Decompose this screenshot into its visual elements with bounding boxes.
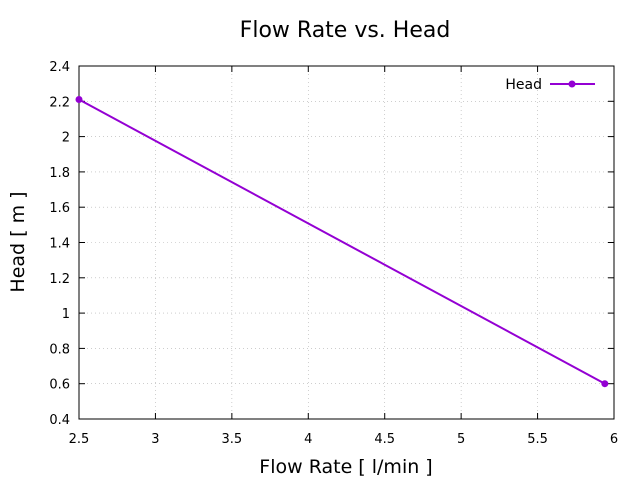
x-axis-label: Flow Rate [ l/min ] — [259, 456, 432, 478]
x-tick-label: 3 — [151, 432, 159, 447]
x-tick-label: 3.5 — [222, 432, 243, 447]
y-tick-label: 2.2 — [49, 95, 70, 110]
legend: Head — [505, 77, 595, 93]
x-tick-label: 5 — [457, 432, 465, 447]
chart-title: Flow Rate vs. Head — [240, 18, 451, 43]
y-tick-label: 1.8 — [49, 166, 70, 181]
y-tick-label: 0.8 — [49, 342, 70, 357]
y-tick-label: 0.6 — [49, 378, 70, 393]
y-tick-label: 1.6 — [49, 201, 70, 216]
series-layer — [75, 96, 609, 388]
legend-marker-head — [568, 80, 576, 88]
y-tick-label: 2 — [62, 131, 70, 146]
x-tick-label: 2.5 — [69, 432, 90, 447]
data-point — [601, 380, 609, 388]
x-tick-labels: 2.5 3 3.5 4 4.5 5 5.5 6 — [69, 432, 618, 447]
data-point — [75, 96, 83, 104]
x-tick-label: 4 — [304, 432, 312, 447]
series-line-head — [78, 98, 606, 385]
y-tick-label: 2.4 — [49, 60, 70, 75]
x-tick-label: 4.5 — [374, 432, 395, 447]
grid-lines — [79, 66, 614, 419]
x-tick-label: 6 — [610, 432, 618, 447]
y-axis-label: Head [ m ] — [7, 191, 29, 292]
x-tick-label: 5.5 — [527, 432, 548, 447]
y-tick-label: 1.4 — [49, 237, 70, 252]
legend-label-head: Head — [505, 77, 542, 93]
y-tick-label: 0.4 — [49, 413, 70, 428]
y-tick-labels: 0.4 0.6 0.8 1 1.2 1.4 1.6 1.8 2 2.2 2.4 — [49, 60, 70, 428]
y-tick-label: 1.2 — [49, 272, 70, 287]
y-tick-label: 1 — [62, 307, 70, 322]
